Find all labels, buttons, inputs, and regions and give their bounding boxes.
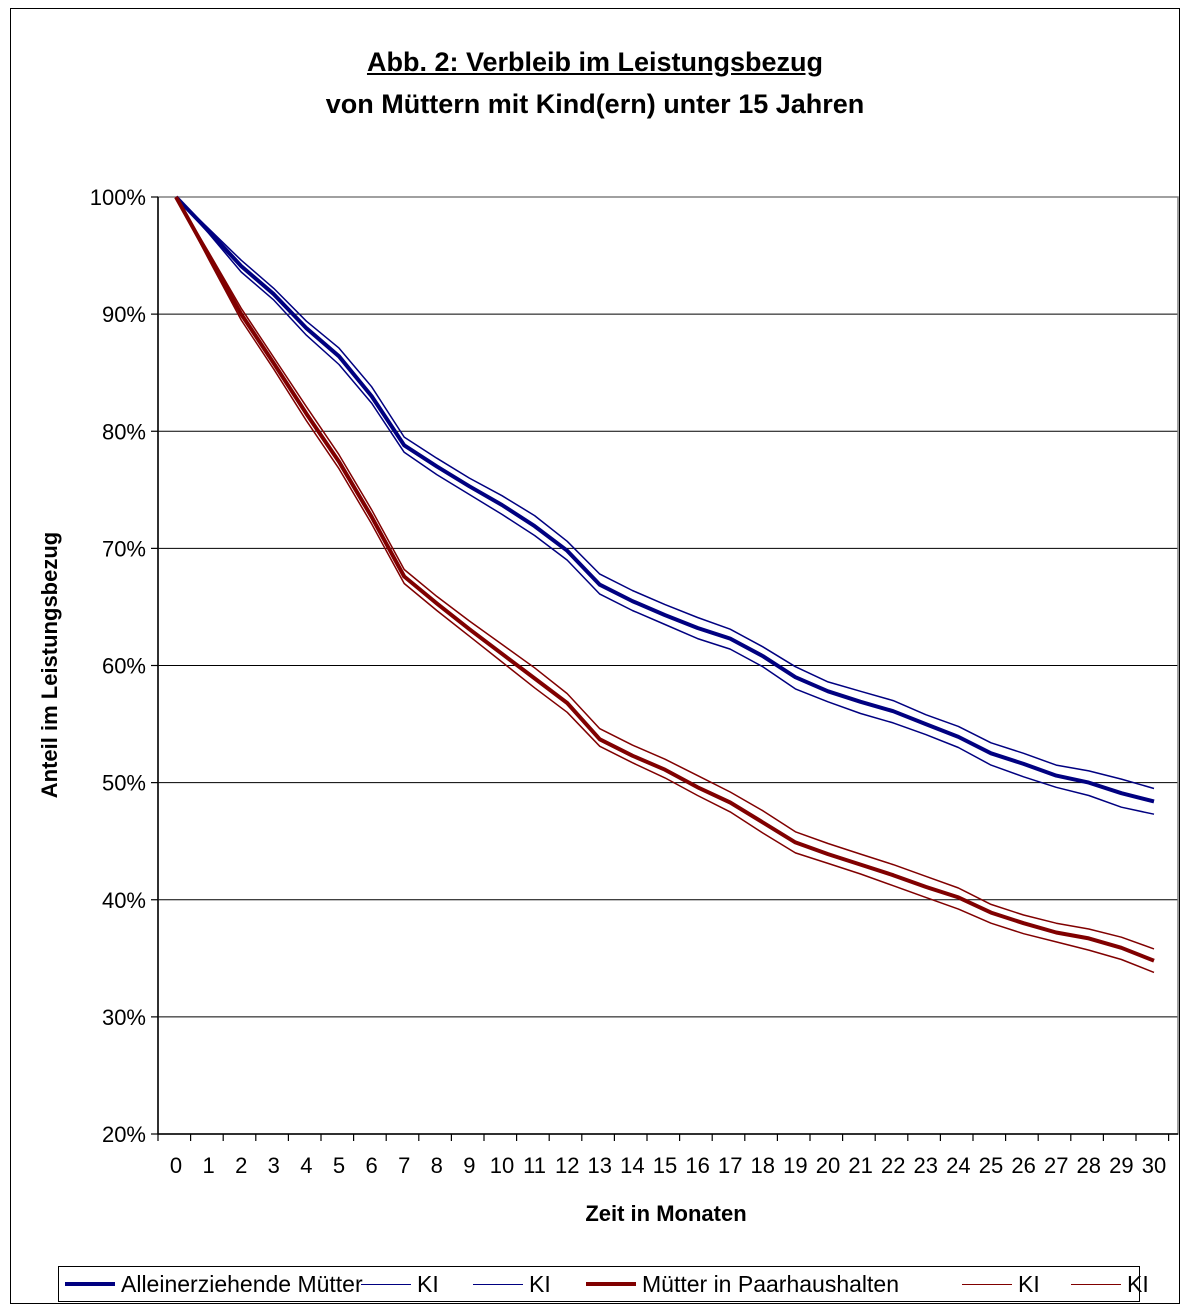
y-tick-label: 60% <box>102 654 146 679</box>
series-lines <box>174 195 1155 974</box>
x-axis-ticks: 0 1 2 3 4 5 6 7 8 9 10 11 12 13 14 15 16 17 18 19 20 21 22 23 24… <box>157 1134 1170 1178</box>
chart-frame <box>10 8 1180 1304</box>
chart-legend: Alleinerziehende Mütter KI KI Mütter in Paa… <box>58 1266 1149 1302</box>
gridlines <box>158 196 1178 1135</box>
chart-title: Abb. 2: Verbleib im Leistungsbezug <box>366 47 824 77</box>
x-tick-label: 16 <box>685 1153 709 1178</box>
legend-item: KI <box>473 1267 551 1301</box>
y-tick-label: 20% <box>102 1122 146 1147</box>
legend-label: KI <box>417 1270 439 1297</box>
x-tick-label: 4 <box>300 1153 312 1178</box>
legend-swatch <box>65 1282 115 1286</box>
x-tick-label: 10 <box>490 1153 514 1178</box>
x-tick-label: 25 <box>979 1153 1003 1178</box>
x-tick-label: 21 <box>848 1153 872 1178</box>
x-tick-label: 8 <box>431 1153 443 1178</box>
x-tick-label: 3 <box>268 1153 280 1178</box>
legend-label: KI <box>1018 1270 1040 1297</box>
x-tick-label: 1 <box>202 1153 214 1178</box>
x-tick-label: 27 <box>1044 1153 1068 1178</box>
legend-label: Alleinerziehende Mütter <box>121 1270 363 1297</box>
y-tick-label: 40% <box>102 888 146 913</box>
y-tick-label: 80% <box>102 419 146 444</box>
x-tick-label: 14 <box>620 1153 644 1178</box>
y-tick-label: 90% <box>102 302 146 327</box>
x-tick-label: 20 <box>816 1153 840 1178</box>
y-axis-label: Anteil im Leistungsbezug <box>37 532 62 798</box>
x-tick-label: 11 <box>523 1153 546 1178</box>
x-tick-label: 12 <box>555 1153 579 1178</box>
x-tick-label: 24 <box>946 1153 970 1178</box>
x-tick-label: 7 <box>398 1153 410 1178</box>
x-tick-label: 17 <box>718 1153 742 1178</box>
series-line-5 <box>175 196 1155 974</box>
series-line-3 <box>174 196 1155 963</box>
x-tick-label: 23 <box>914 1153 938 1178</box>
legend-label: KI <box>529 1270 551 1297</box>
chart-subtitle: von Müttern mit Kind(ern) unter 15 Jahre… <box>325 89 865 119</box>
legend-item: Alleinerziehende Mütter <box>65 1267 363 1301</box>
legend-swatch <box>962 1283 1012 1285</box>
legend-label: Mütter in Paarhaushalten <box>642 1270 899 1297</box>
x-tick-label: 0 <box>170 1153 182 1178</box>
legend-item: Mütter in Paarhaushalten <box>586 1267 899 1301</box>
legend-item: KI <box>1071 1267 1149 1301</box>
legend-swatch <box>361 1283 411 1285</box>
x-tick-label: 22 <box>881 1153 905 1178</box>
legend-swatch <box>473 1283 523 1285</box>
x-axis-label: Zeit in Monaten <box>585 1201 746 1226</box>
x-tick-label: 19 <box>783 1153 807 1178</box>
legend-swatch <box>1071 1283 1121 1285</box>
y-tick-label: 70% <box>102 536 146 561</box>
x-tick-label: 5 <box>333 1153 345 1178</box>
x-tick-label: 28 <box>1077 1153 1101 1178</box>
x-tick-label: 15 <box>653 1153 677 1178</box>
y-tick-label: 50% <box>102 771 146 796</box>
legend-item: KI <box>361 1267 439 1301</box>
x-tick-label: 2 <box>235 1153 247 1178</box>
y-tick-label: 100% <box>90 185 146 210</box>
x-tick-label: 18 <box>751 1153 775 1178</box>
x-tick-label: 13 <box>588 1153 612 1178</box>
legend-label: KI <box>1127 1270 1149 1297</box>
x-tick-label: 6 <box>365 1153 377 1178</box>
x-tick-label: 26 <box>1011 1153 1035 1178</box>
series-line-4 <box>175 196 1155 950</box>
x-tick-label: 9 <box>463 1153 475 1178</box>
x-tick-label: 29 <box>1109 1153 1133 1178</box>
legend-swatch <box>586 1282 636 1286</box>
y-axis-ticks: 20% 30% 40% 50% 60% 70% 80% 90% 100% <box>90 185 158 1147</box>
x-tick-label: 30 <box>1142 1153 1166 1178</box>
legend-item: KI <box>962 1267 1040 1301</box>
y-tick-label: 30% <box>102 1005 146 1030</box>
series-line-1 <box>175 196 1155 790</box>
series-line-2 <box>175 196 1155 815</box>
series-line-0 <box>174 195 1155 804</box>
